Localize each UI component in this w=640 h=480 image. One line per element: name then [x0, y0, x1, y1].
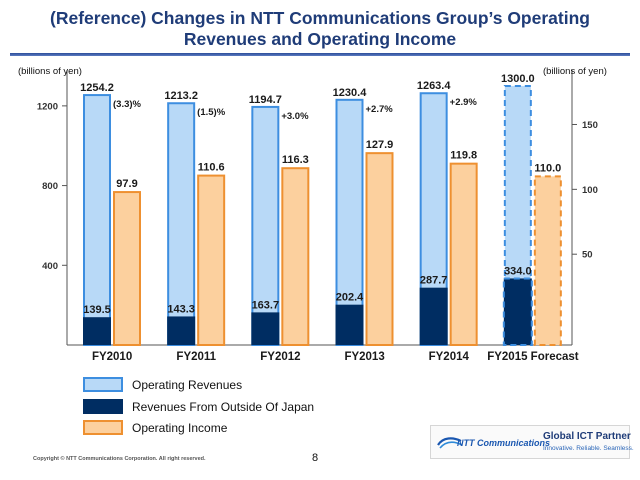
title-divider	[10, 53, 630, 56]
x-axis-category-label: FY2013	[344, 351, 384, 363]
slide-title: (Reference) Changes in NTT Communication…	[20, 8, 620, 50]
legend-swatch-operating-revenues	[83, 377, 123, 392]
operating-revenue-label: 1300.0	[501, 73, 535, 85]
operating-revenue-label: 1263.4	[417, 80, 452, 92]
operating-income-bar	[449, 162, 478, 346]
left-axis-tick-label: 1200	[37, 101, 58, 112]
operating-income-label: 127.9	[366, 139, 394, 151]
legend-label-operating-revenues: Operating Revenues	[132, 378, 243, 392]
operating-income-bar	[365, 152, 394, 346]
legend-label-overseas-revenues: Revenues From Outside Of Japan	[132, 400, 315, 414]
overseas-revenue-bar	[335, 304, 364, 345]
left-axis-tick-label: 400	[42, 261, 58, 272]
left-axis-title: (billions of yen)	[18, 66, 82, 77]
logo-tagline: Global ICT Partner	[543, 431, 631, 442]
operating-income-bar	[281, 167, 310, 346]
operating-revenue-label: 1254.2	[80, 82, 114, 94]
overseas-revenue-bar	[251, 312, 280, 345]
legend-label-operating-income: Operating Income	[132, 421, 228, 435]
copyright-notice: Copyright © NTT Communications Corporati…	[33, 456, 206, 462]
ntt-logo-mark-icon	[437, 437, 463, 449]
x-axis-category-label: FY2011	[176, 351, 216, 363]
x-axis-category-label: FY2014	[429, 351, 470, 363]
operating-revenue-label: 1230.4	[333, 87, 368, 99]
right-axis-title: (billions of yen)	[543, 66, 607, 77]
x-axis-category-label: FY2012	[260, 351, 300, 363]
operating-income-bar	[533, 175, 562, 346]
operating-income-label: 97.9	[116, 178, 137, 190]
operating-revenue-bar	[335, 98, 364, 346]
overseas-revenue-label: 163.7	[252, 299, 280, 311]
overseas-revenue-label: 287.7	[420, 275, 448, 287]
operating-income-label: 110.6	[198, 162, 225, 174]
operating-income-label: 116.3	[282, 154, 309, 166]
legend-swatch-operating-income	[83, 420, 123, 435]
overseas-revenue-label: 143.3	[167, 303, 195, 315]
growth-rate-label: +3.0%	[281, 111, 309, 122]
slide-title-line2: Revenues and Operating Income	[183, 29, 457, 49]
growth-rate-label: +2.9%	[450, 97, 478, 108]
right-axis-tick-label: 100	[582, 185, 598, 196]
overseas-revenue-label: 139.5	[83, 304, 111, 316]
ntt-logo: NTT Communications Global ICT Partner In…	[430, 425, 634, 459]
left-axis-tick-label: 800	[42, 181, 58, 192]
growth-rate-label: (1.5)%	[197, 107, 226, 118]
logo-subtagline: Innovative. Reliable. Seamless.	[543, 445, 634, 452]
operating-income-label: 119.8	[450, 150, 477, 162]
overseas-revenue-label: 334.0	[504, 265, 532, 277]
operating-income-label: 110.0	[534, 162, 561, 174]
right-axis-tick-label: 150	[582, 120, 598, 131]
x-axis-category-label: FY2015 Forecast	[487, 351, 579, 363]
overseas-revenue-label: 202.4	[336, 292, 364, 304]
growth-rate-label: (3.3)%	[113, 99, 142, 110]
operating-revenue-label: 1213.2	[164, 90, 198, 102]
overseas-revenue-bar	[502, 277, 533, 346]
operating-revenue-bar	[251, 105, 280, 347]
operating-revenue-bar	[83, 94, 111, 346]
ntt-logo-brand: NTT Communications	[457, 438, 551, 448]
operating-income-bar	[197, 174, 226, 346]
overseas-revenue-bar	[83, 317, 111, 345]
operating-income-bar	[113, 191, 141, 346]
legend-swatch-overseas-revenues	[83, 399, 123, 414]
growth-rate-label: +2.7%	[366, 104, 394, 115]
page-number: 8	[312, 452, 319, 464]
x-axis-category-label: FY2010	[92, 351, 132, 363]
operating-revenue-label: 1194.7	[249, 94, 282, 106]
right-axis-tick-label: 50	[582, 250, 593, 261]
overseas-revenue-bar	[167, 316, 196, 345]
overseas-revenue-bar	[419, 287, 448, 345]
operating-revenue-bar	[167, 102, 196, 346]
slide-title-line1: (Reference) Changes in NTT Communication…	[50, 8, 590, 28]
